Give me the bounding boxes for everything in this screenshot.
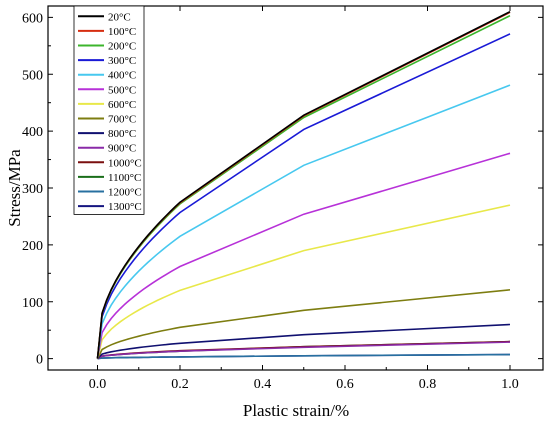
series-line bbox=[96, 84, 511, 359]
x-axis-title: Plastic strain/% bbox=[243, 401, 349, 420]
legend-label: 300°C bbox=[108, 55, 136, 67]
legend: 20°C 100°C 200°C 300°C 400°C 500°C 600°C 700°C 8… bbox=[73, 5, 145, 215]
y-tick-label: 200 bbox=[22, 239, 43, 254]
series-line bbox=[96, 33, 511, 359]
y-tick-label: 600 bbox=[22, 11, 43, 26]
ticks-layer: 0.0 0.2 0.4 0.6 0.8 1.0 0 100 200 300 400 500 600 bbox=[22, 6, 543, 392]
series-line bbox=[96, 204, 511, 359]
legend-label: 1300°C bbox=[108, 201, 142, 213]
y-tick-label: 400 bbox=[22, 125, 43, 140]
y-tick-label: 0 bbox=[36, 353, 43, 368]
x-tick-label: 1.0 bbox=[501, 377, 519, 392]
legend-label: 1200°C bbox=[108, 187, 142, 199]
series-layer bbox=[96, 10, 511, 360]
legend-label: 800°C bbox=[108, 128, 136, 140]
legend-label: 100°C bbox=[108, 26, 136, 38]
series-line bbox=[96, 323, 511, 360]
series-line bbox=[97, 353, 511, 360]
legend-label: 500°C bbox=[108, 84, 136, 96]
legend-label: 700°C bbox=[108, 114, 136, 126]
legend-label: 200°C bbox=[108, 41, 136, 53]
legend-label: 20°C bbox=[108, 11, 131, 23]
y-tick-label: 500 bbox=[22, 68, 43, 83]
series-line bbox=[96, 152, 511, 359]
legend-label: 900°C bbox=[108, 143, 136, 155]
legend-label: 400°C bbox=[108, 70, 136, 82]
y-tick-label: 100 bbox=[22, 296, 43, 311]
legend-label: 1000°C bbox=[108, 157, 142, 169]
series-line bbox=[96, 11, 511, 359]
x-tick-label: 0.0 bbox=[89, 377, 107, 392]
x-tick-label: 0.6 bbox=[336, 377, 354, 392]
x-tick-label: 0.2 bbox=[171, 377, 189, 392]
series-line bbox=[96, 14, 511, 359]
series-line bbox=[96, 289, 511, 359]
series-line bbox=[97, 341, 511, 360]
series-line bbox=[96, 10, 511, 359]
y-axis-title: Stress/MPa bbox=[5, 149, 24, 227]
y-tick-label: 300 bbox=[22, 182, 43, 197]
legend-box bbox=[73, 5, 145, 215]
x-tick-label: 0.4 bbox=[254, 377, 272, 392]
legend-label: 600°C bbox=[108, 99, 136, 111]
x-tick-label: 0.8 bbox=[419, 377, 437, 392]
legend-label: 1100°C bbox=[108, 172, 141, 184]
